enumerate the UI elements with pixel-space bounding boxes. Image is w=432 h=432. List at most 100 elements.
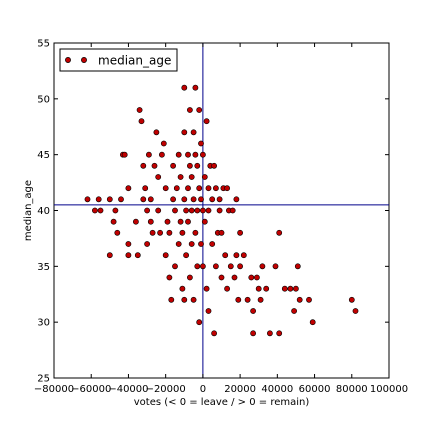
scatter-point: [263, 285, 270, 292]
scatter-point: [164, 218, 171, 225]
scatter-point: [138, 118, 145, 125]
scatter-point: [199, 263, 206, 270]
y-tick-label: 40: [37, 206, 50, 217]
scatter-point: [205, 207, 212, 214]
scatter-point: [158, 151, 165, 158]
scatter-point: [352, 308, 359, 314]
scatter-point: [155, 174, 162, 180]
scatter-point: [166, 229, 173, 236]
scatter-point: [266, 330, 273, 337]
scatter-point: [211, 162, 217, 169]
scatter-point: [306, 296, 312, 303]
scatter-point: [142, 185, 149, 192]
scatter-point: [181, 296, 188, 303]
scatter-point: [237, 229, 243, 236]
x-tick-label: 100000: [370, 384, 408, 395]
x-tick-label: −60000: [71, 384, 111, 395]
scatter-point: [172, 263, 178, 270]
scatter-point: [179, 285, 186, 292]
scatter-point: [183, 207, 189, 214]
scatter-point: [106, 196, 113, 203]
scatter-point: [218, 229, 225, 236]
scatter-point: [276, 229, 283, 236]
scatter-point: [209, 196, 216, 203]
scatter-point: [309, 319, 316, 326]
scatter-point: [218, 274, 225, 281]
scatter-point: [149, 229, 156, 236]
scatter-point: [233, 196, 240, 203]
scatter-point: [112, 207, 119, 214]
legend-marker: [65, 57, 71, 63]
scatter-point: [157, 229, 163, 236]
legend-marker: [81, 57, 87, 63]
scatter-point: [106, 252, 113, 259]
scatter-point: [188, 174, 195, 180]
scatter-point: [114, 229, 121, 236]
scatter-point: [186, 162, 193, 169]
scatter-point: [255, 285, 262, 292]
y-tick-label: 45: [37, 150, 50, 161]
scatter-point: [244, 296, 251, 303]
scatter-point: [125, 252, 132, 259]
scatter-point: [172, 207, 178, 214]
scatter-point: [181, 84, 188, 91]
scatter-point: [199, 151, 206, 158]
scatter-point: [168, 296, 175, 303]
scatter-point: [185, 218, 191, 225]
scatter-point: [190, 196, 197, 203]
x-tick-label: 40000: [261, 384, 293, 395]
scatter-point: [198, 196, 204, 203]
scatter-point: [185, 151, 191, 158]
scatter-point: [177, 218, 184, 225]
scatter-point: [144, 207, 150, 214]
scatter-point: [181, 196, 188, 203]
scatter-point: [198, 140, 204, 147]
scatter-point: [291, 308, 297, 314]
scatter-point: [190, 296, 197, 303]
scatter-point: [160, 140, 167, 147]
legend-box: [59, 48, 178, 72]
y-tick-label: 30: [37, 318, 50, 329]
scatter-point: [147, 196, 154, 203]
scatter-point: [205, 308, 212, 314]
scatter-point: [170, 162, 176, 169]
x-tick-label: 20000: [224, 384, 256, 395]
scatter-point: [222, 252, 229, 259]
scatter-point: [125, 241, 132, 247]
scatter-point: [140, 196, 147, 203]
scatter-point: [237, 263, 243, 270]
scatter-point: [348, 296, 355, 303]
scatter-point: [250, 330, 256, 337]
scatter-point: [248, 274, 255, 281]
scatter-point: [229, 207, 236, 214]
scatter-point: [140, 162, 147, 169]
x-tick-label: 80000: [336, 384, 368, 395]
scatter-point: [272, 263, 279, 270]
scatter-point: [97, 207, 104, 214]
scatter-point: [203, 118, 210, 125]
scatter-point: [192, 84, 199, 91]
scatter-point: [205, 185, 212, 192]
scatter-point: [95, 196, 102, 203]
scatter-point: [201, 174, 208, 180]
scatter-point: [199, 207, 206, 214]
scatter-point: [235, 296, 242, 303]
scatter-point: [259, 263, 266, 270]
scatter-point: [136, 107, 143, 113]
scatter-point: [188, 207, 195, 214]
scatter-point: [185, 185, 191, 192]
scatter-point: [253, 274, 260, 281]
scatter-point: [181, 129, 188, 136]
scatter-point: [216, 207, 223, 214]
scatter-point: [153, 129, 160, 136]
scatter-point: [240, 252, 247, 259]
scatter-points: [84, 84, 359, 337]
legend: median_age: [59, 48, 178, 72]
scatter-point: [212, 263, 219, 270]
scatter-point: [224, 285, 230, 292]
scatter-point: [276, 330, 283, 337]
scatter-point: [192, 151, 199, 158]
scatter-point: [162, 252, 169, 259]
